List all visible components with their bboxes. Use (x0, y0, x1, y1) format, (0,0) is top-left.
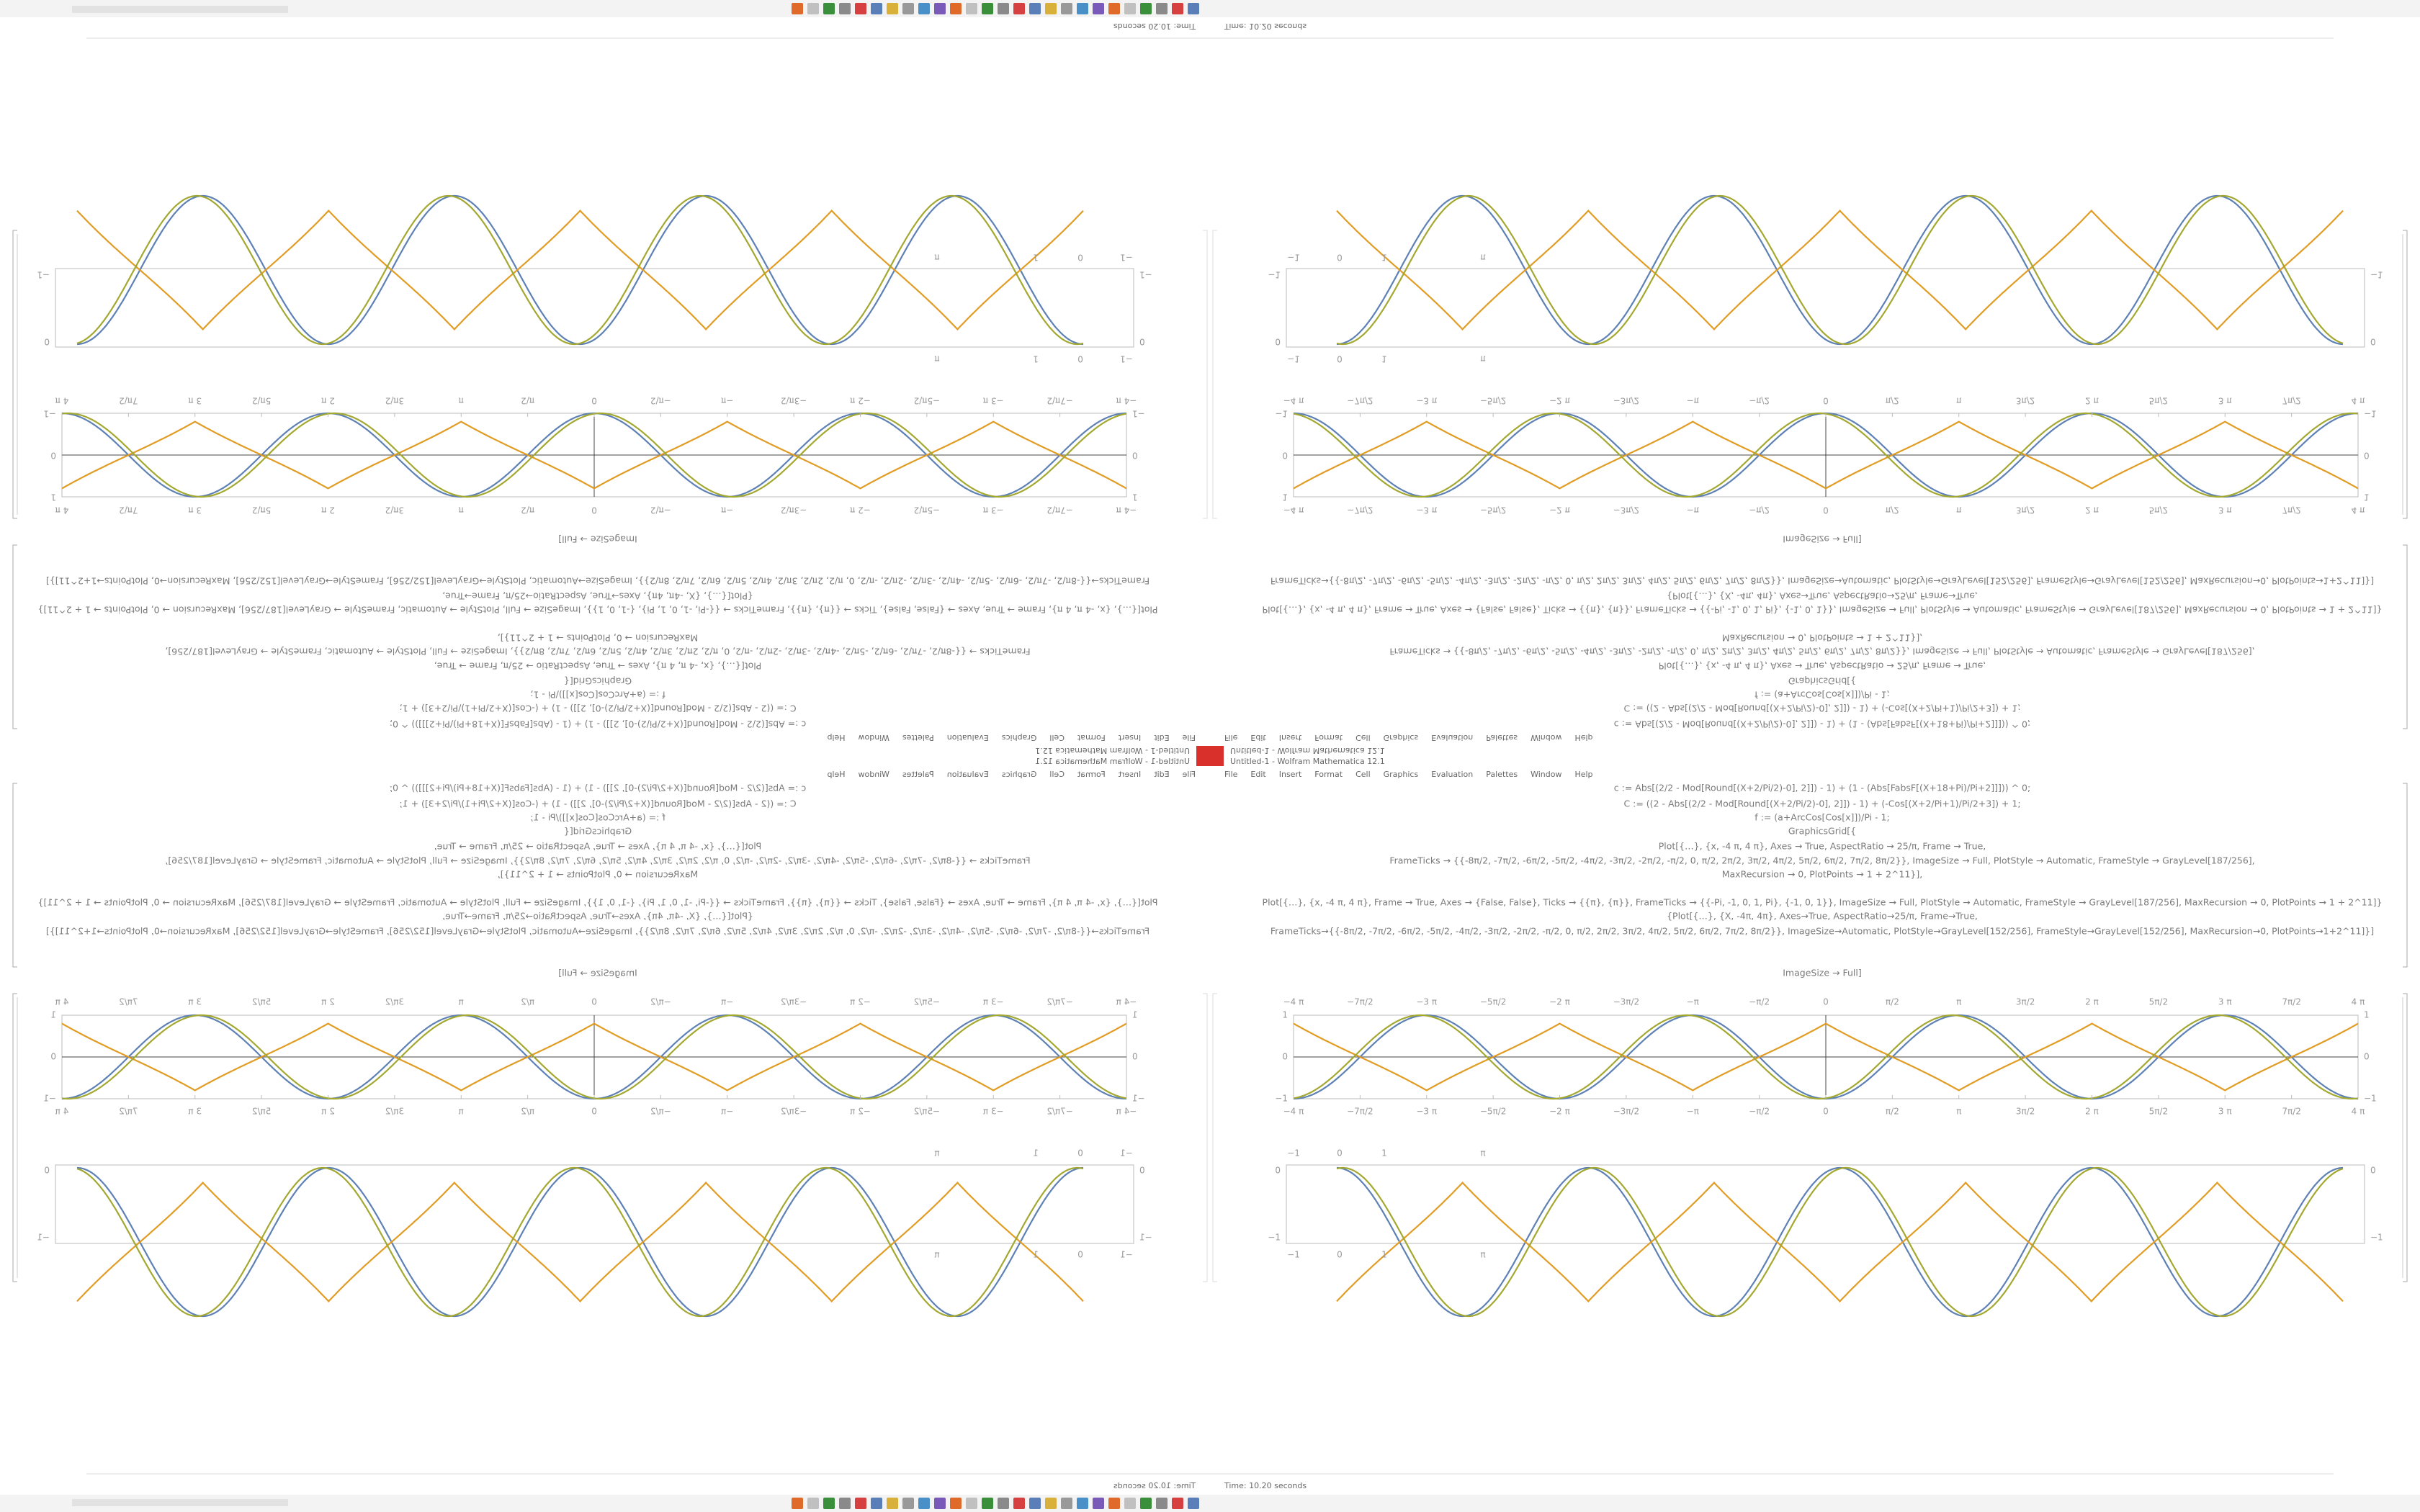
code-line: {Plot[{…}, {X, -4π, 4π}, Axes→True, Aspe… (1667, 911, 1978, 922)
x-tick-label: −1 (1287, 1250, 1300, 1260)
menu-item[interactable]: Edit (1250, 770, 1266, 779)
code-line: Plot[{…}, {x, -4 π, 4 π}, Axes → True, A… (1659, 841, 1986, 852)
code-line: Plot[{…}, {x, -4 π, 4 π}, Frame → True, … (1263, 897, 2383, 908)
x-tick-label: 4 π (2352, 997, 2365, 1007)
cell-bracket (2403, 993, 2408, 1282)
x-tick-label: 0 (1337, 1148, 1343, 1158)
x-tick-label: 3π/2 (2016, 1107, 2035, 1117)
plot-curve (1293, 1022, 2359, 1092)
x-tick-label: π (1480, 1250, 1485, 1260)
x-tick-label: −π (1687, 1107, 1699, 1117)
y-tick-label: −1 (1275, 1094, 1288, 1104)
x-tick-label: 7π/2 (2282, 997, 2301, 1007)
plot-curve (1336, 1166, 2344, 1318)
menu-item[interactable]: Palettes (1486, 770, 1518, 779)
code-line: FrameTicks → {{-8π/2, -7π/2, -6π/2, -5π/… (1389, 855, 2254, 866)
cell-bracket (2403, 783, 2408, 968)
x-tick-label: π/2 (1886, 1107, 1899, 1117)
x-tick-label: −5π/2 (1480, 997, 1507, 1007)
x-tick-label: 5π/2 (2149, 997, 2169, 1007)
menu-item[interactable]: Insert (1279, 770, 1302, 779)
x-tick-label: 0 (1337, 1250, 1343, 1260)
x-tick-label: 5π/2 (2149, 1107, 2169, 1117)
x-tick-label: −π (1687, 997, 1699, 1007)
x-tick-label: −7π/2 (1347, 1107, 1373, 1117)
x-tick-label: −4 π (1283, 1107, 1304, 1117)
code-line: c := Abs[(2/2 - Mod[Round[(X+2/Pi/2)-0],… (1614, 783, 2030, 793)
y-tick-label: 0 (2370, 1166, 2376, 1176)
x-tick-label: π (1480, 1148, 1485, 1158)
x-tick-label: π (1956, 1107, 1961, 1117)
status-text: Time: 10.20 seconds (1224, 1481, 1307, 1490)
x-tick-label: −7π/2 (1347, 997, 1373, 1007)
code-line: FrameTicks→{{-8π/2, -7π/2, -6π/2, -5π/2,… (1270, 926, 2374, 937)
x-tick-label: 4 π (2352, 1107, 2365, 1117)
x-tick-label: 2 π (2085, 997, 2099, 1007)
x-tick-label: −2 π (1549, 1107, 1570, 1117)
x-tick-label: −π/2 (1749, 1107, 1770, 1117)
x-tick-label: −3π/2 (1613, 997, 1640, 1007)
y-tick-label: 0 (2364, 1052, 2370, 1062)
code-line: C := ((2 - Abs[(2/2 - Mod[Round[(X+2/Pi/… (1623, 798, 2020, 809)
x-tick-label: −2 π (1549, 997, 1570, 1007)
x-tick-label: 3 π (2218, 997, 2232, 1007)
x-tick-label: −3 π (1416, 1107, 1437, 1117)
y-tick-label: −1 (1268, 1233, 1281, 1243)
y-tick-label: −1 (2370, 1233, 2383, 1243)
x-tick-label: 1 (1381, 1250, 1387, 1260)
x-tick-label: −4 π (1283, 997, 1304, 1007)
plot-curve (1336, 1181, 2344, 1303)
y-tick-label: 1 (2364, 1010, 2370, 1020)
y-tick-label: 0 (1282, 1052, 1288, 1062)
x-tick-label: 7π/2 (2282, 1107, 2301, 1117)
x-tick-label: 3 π (2218, 1107, 2232, 1117)
x-tick-label: π/2 (1886, 997, 1899, 1007)
x-tick-label: −5π/2 (1480, 1107, 1507, 1117)
plot-curve (1336, 1166, 2344, 1318)
code-line: f := (a+ArcCos[Cos[x]])/Pi - 1; (1754, 812, 1889, 823)
x-tick-label: −3π/2 (1613, 1107, 1640, 1117)
code-line: MaxRecursion → 0, PlotPoints → 1 + 2^11}… (1722, 869, 1923, 880)
code-line: GraphicsGrid[{ (1788, 826, 1856, 837)
y-tick-label: 0 (1275, 1166, 1281, 1176)
x-tick-label: 0 (1823, 997, 1829, 1007)
window-title: Untitled-1 - Wolfram Mathematica 12.1 (1230, 757, 1385, 766)
plot-frame (1286, 1164, 2365, 1244)
y-tick-label: −1 (2364, 1094, 2377, 1104)
x-tick-label: −3 π (1416, 997, 1437, 1007)
y-tick-label: 1 (1282, 1010, 1288, 1020)
menu-item[interactable]: File (1224, 770, 1238, 779)
x-tick-label: −π/2 (1749, 997, 1770, 1007)
menu-item[interactable]: Graphics (1384, 770, 1419, 779)
menu-item[interactable]: Cell (1355, 770, 1371, 779)
menu-item[interactable]: Help (1574, 770, 1592, 779)
menu-item[interactable]: Evaluation (1431, 770, 1473, 779)
x-tick-label: π (1956, 997, 1961, 1007)
x-tick-label: 3π/2 (2016, 997, 2035, 1007)
menu-item[interactable]: Window (1531, 770, 1561, 779)
x-tick-label: 1 (1381, 1148, 1387, 1158)
x-tick-label: 0 (1823, 1107, 1829, 1117)
x-tick-label: 2 π (2085, 1107, 2099, 1117)
cell-bracket (1212, 993, 1217, 1282)
menu-item[interactable]: Format (1314, 770, 1343, 779)
output-label: ImageSize → Full] (1783, 968, 1861, 978)
x-tick-label: −1 (1287, 1148, 1300, 1158)
